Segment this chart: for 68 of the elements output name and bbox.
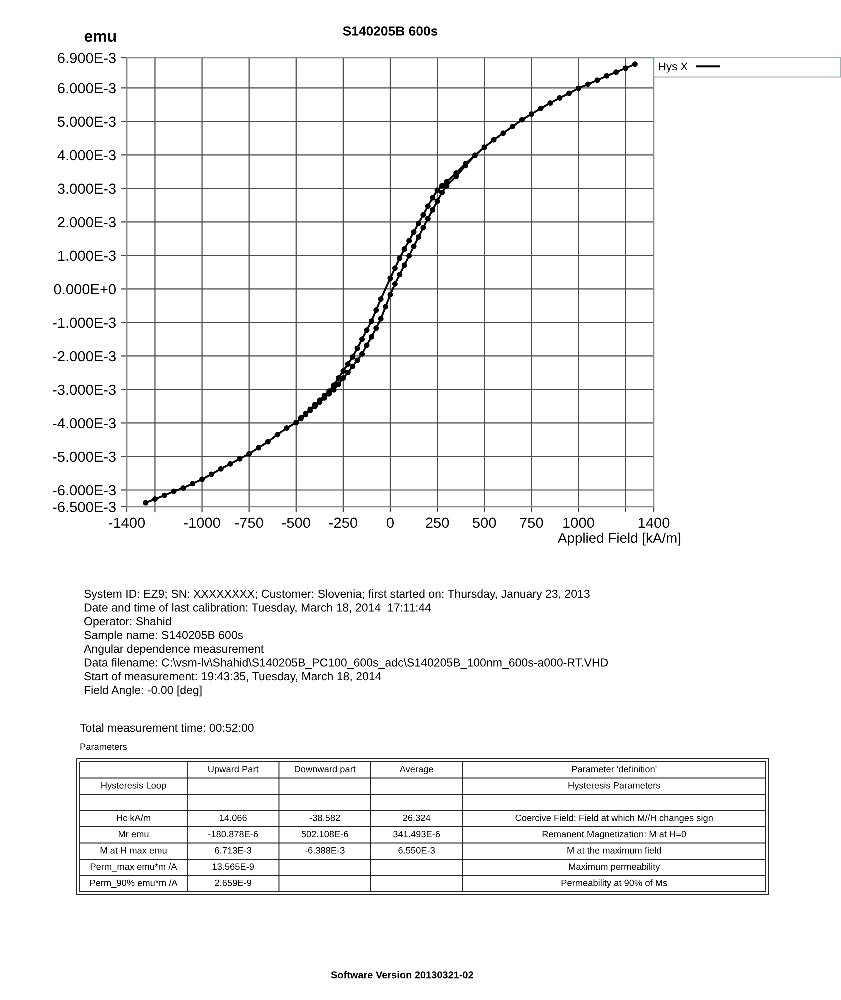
text: 341.493E-6: [393, 831, 440, 838]
x-tick-label: -1000: [184, 518, 220, 528]
y-tick-label: 4.000E-3: [58, 150, 116, 161]
text: -6.388E-3: [305, 847, 345, 854]
text: Total measurement time: 00:52:00: [80, 724, 254, 732]
x-tick-label: 250: [426, 518, 450, 528]
y-tick-label: -5.000E-3: [53, 452, 116, 462]
y-tick-label: -6.000E-3: [53, 485, 116, 496]
text: Data filename: C:\vsm-lv\Shahid\S140205B_PC100_600s_adc\S140205B_100nm_600s-a000-RT.VHD: [84, 658, 608, 670]
y-tick-label: 6.900E-3: [58, 53, 116, 64]
text: 502.108E-6: [302, 831, 348, 838]
x-tick-label: 0: [387, 518, 394, 528]
text: M at the maximum field: [568, 847, 662, 854]
y-tick-label: 5.000E-3: [58, 116, 116, 128]
x-axis-title: Applied Field [kA/m]: [558, 532, 681, 546]
category-label: Hc kA/m: [117, 814, 150, 822]
x-tick-label: 1400: [638, 518, 670, 528]
text: Sample name: S140205B 600s: [84, 630, 244, 642]
text: 2.659E-9: [215, 880, 252, 886]
category-label: Mr emu: [118, 831, 149, 838]
text: 14.066: [220, 814, 247, 822]
text: Permeability at 90% of Ms: [562, 880, 668, 888]
y-tick-label: 3.000E-3: [58, 184, 116, 194]
text: Hysteresis Parameters: [568, 782, 660, 791]
x-tick-label: 750: [520, 518, 544, 528]
text: 6.713E-3: [215, 847, 252, 854]
y-tick-label: 6.000E-3: [58, 83, 116, 94]
category-label: Hysteresis Loop: [102, 782, 166, 791]
y-tick-label: 0.000E+0: [54, 284, 116, 295]
y-tick-label: -2.000E-3: [53, 351, 116, 362]
x-tick-label: 1000: [564, 518, 594, 528]
x-tick-label: 500: [473, 518, 496, 528]
category-label: Average: [400, 766, 434, 774]
chart-title: S140205B 600s: [343, 26, 438, 36]
y-tick-label: -4.000E-3: [53, 418, 116, 429]
text: System ID: EZ9; SN: XXXXXXXX; Customer: Slovenia; first started on: Thursday, January 23, 2013: [84, 590, 590, 600]
category-label: Perm_max emu*m /A: [90, 863, 178, 872]
y-axis-title: emu: [84, 33, 116, 42]
category-label: Parameter 'definition': [572, 766, 657, 773]
text: Start of measurement: 19:43:35, Tuesday, March 18, 2014: [84, 672, 382, 683]
category-label: Downward part: [295, 766, 356, 774]
text: -180.878E-6: [208, 831, 258, 838]
y-tick-label: 2.000E-3: [58, 217, 116, 228]
text: Coercive Field: Field at which M//H changes sign: [516, 814, 713, 824]
text: 26.324: [403, 814, 431, 822]
text: Angular dependence measurement: [84, 644, 264, 656]
category-label: M at H max emu: [100, 847, 167, 854]
text: Software Version 20130321-02: [331, 971, 474, 979]
legend-label: Hys X: [659, 62, 688, 73]
text: Maximum permeability: [569, 863, 660, 872]
text: Field Angle: -0.00 [deg]: [84, 686, 202, 697]
x-tick-label: -750: [235, 518, 264, 528]
y-tick-label: -1.000E-3: [53, 318, 116, 328]
y-tick-label: -3.000E-3: [53, 384, 116, 396]
text: 6.550E-3: [398, 847, 436, 854]
y-tick-label: -6.500E-3: [53, 502, 116, 512]
category-label: Upward Part: [208, 766, 259, 774]
text: Remanent Magnetization: M at H=0: [542, 830, 686, 840]
category-label: Perm_90% emu*m /A: [90, 880, 178, 888]
text: Parameters: [80, 744, 128, 750]
text: Date and time of last calibration: Tuesday, March 18, 2014 17:11:44: [84, 603, 432, 614]
y-tick-label: 1.000E-3: [58, 250, 116, 262]
x-tick-label: -250: [330, 518, 358, 528]
x-tick-label: -1400: [109, 518, 146, 528]
text: 13.565E-9: [212, 864, 254, 870]
text: -38.582: [310, 814, 340, 822]
text: Operator: Shahid: [84, 617, 172, 628]
x-tick-label: -500: [282, 518, 310, 528]
